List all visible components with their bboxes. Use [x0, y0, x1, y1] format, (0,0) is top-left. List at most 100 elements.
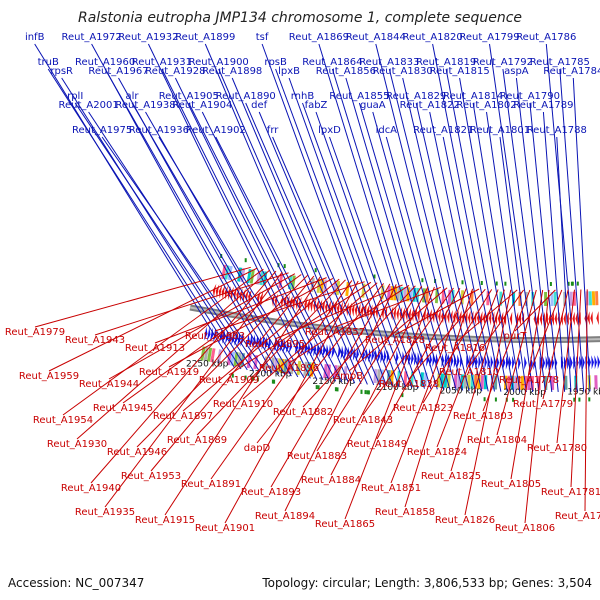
forward-gene-arrow — [322, 343, 326, 358]
bottom-leader-line — [436, 289, 499, 448]
forward-gene-arrow — [444, 353, 448, 368]
reverse-cog-block — [569, 291, 573, 306]
top-gene-label: Reut_A1830 — [373, 66, 433, 77]
reverse-gene-arrow — [351, 302, 355, 317]
reverse-gene-arrow — [575, 311, 578, 326]
top-gene-label: fabZ — [305, 100, 328, 111]
forward-gene-arrow — [496, 355, 500, 370]
top-gene-label: Reut_A1855 — [329, 91, 389, 102]
top-gene-label: Reut_A1788 — [527, 125, 587, 136]
top-leader-line — [161, 68, 318, 380]
top-gene-label: tsf — [256, 32, 269, 43]
top-gene-label: Reut_A1856 — [316, 66, 376, 77]
top-leader-line — [358, 102, 445, 390]
kbp-ticks: 2250 kbp 2200 kbp 2150 kbp 2100 kbp 2050 kbp… — [186, 360, 600, 398]
top-gene-label: Reut_A1833 — [359, 57, 419, 68]
forward-gene-arrow — [294, 340, 299, 355]
forward-cog-block — [494, 375, 498, 390]
bottom-gene-label: Reut_A1944 — [79, 379, 139, 390]
reverse-gene-arrow — [554, 311, 557, 326]
bottom-leader-line — [302, 285, 416, 408]
bottom-leader-line — [270, 283, 391, 488]
bottom-gene-label: Reut_A1903 — [185, 331, 245, 342]
bottom-leader-line — [62, 268, 264, 416]
reverse-cog-block — [396, 286, 401, 301]
bottom-gene-label: Reut_A1849 — [347, 439, 407, 450]
bottom-leader-line — [584, 289, 588, 512]
bottom-gene-label: purT — [504, 331, 528, 342]
forward-gene-arrow — [518, 355, 521, 370]
forward-gene-arrow — [307, 342, 311, 356]
forward-gene-arrow — [591, 355, 594, 370]
top-gene-label: Reut_A1802 — [456, 100, 516, 111]
reverse-gene-arrow — [500, 311, 504, 326]
forward-gene-arrow — [484, 355, 487, 370]
forward-gene-arrow — [383, 349, 387, 364]
reverse-gene-arrow — [408, 307, 412, 322]
bottom-leader-line — [556, 289, 575, 444]
reverse-gene-arrow — [336, 301, 340, 316]
bottom-gene-label: Reut_A1930 — [47, 439, 107, 450]
top-gene-label: Reut_A1928 — [145, 66, 205, 77]
forward-cog-block — [403, 371, 408, 386]
forward-gene-arrow — [313, 342, 317, 357]
rna-mark — [256, 377, 259, 382]
reverse-cog-block — [550, 292, 554, 306]
top-leader-line — [542, 111, 566, 392]
top-gene-label: frr — [267, 125, 279, 136]
forward-gene-arrow — [539, 356, 542, 370]
top-gene-label: infB — [25, 32, 45, 43]
top-gene-label: truB — [38, 57, 59, 68]
bottom-gene-label: Reut_A1826 — [435, 515, 495, 526]
top-gene-label: lpxD — [318, 125, 341, 136]
top-leader-line — [147, 43, 311, 379]
reverse-gene-arrow — [328, 300, 332, 315]
top-gene-label: Reut_A1789 — [513, 100, 573, 111]
top-leader-line — [559, 68, 585, 392]
forward-gene-arrow — [252, 334, 256, 349]
forward-gene-arrow — [456, 354, 460, 369]
top-leader-line — [288, 77, 400, 388]
forward-gene-arrow — [349, 346, 353, 361]
bottom-gene-label: Reut_A1810 — [439, 367, 499, 378]
bottom-gene-label: Reut_A1910 — [213, 399, 273, 410]
top-leader-line — [402, 77, 476, 392]
forward-gene-arrow — [466, 354, 469, 369]
top-gene-label: Reut_A1899 — [175, 32, 235, 43]
bottom-gene-label: dapD — [244, 443, 271, 454]
reverse-gene-arrow — [539, 312, 542, 326]
rna-mark — [576, 281, 579, 286]
bottom-leader-line — [214, 281, 365, 332]
bottom-leader-line — [450, 289, 505, 472]
rna-mark — [273, 379, 276, 384]
bottom-leader-line — [422, 289, 493, 404]
forward-cog-block — [527, 376, 531, 390]
forward-cog-block — [206, 347, 213, 362]
top-gene-label: Reut_A1814 — [443, 91, 503, 102]
reverse-cog-block — [544, 292, 547, 306]
top-leader-line — [459, 77, 515, 392]
reverse-gene-arrow — [259, 291, 264, 306]
bottom-leader-line — [394, 288, 480, 336]
forward-gene-arrow — [325, 344, 329, 358]
forward-cog-block — [210, 348, 216, 363]
bottom-gene-label: Reut_A1828 — [365, 335, 425, 346]
forward-gene-arrow — [285, 339, 290, 354]
top-leader-line — [258, 111, 375, 386]
rna-mark — [244, 375, 247, 380]
top-gene-label: ldcA — [376, 125, 398, 136]
top-leader-line — [489, 43, 540, 393]
rna-mark — [373, 274, 376, 279]
reverse-cog-block — [278, 273, 284, 288]
gene-labels: infBtruBrpsRrplIReut_A2001Reut_A1975Reut… — [5, 32, 600, 534]
top-leader-line — [345, 77, 438, 390]
bottom-leader-line — [168, 277, 334, 368]
bottom-gene-label: Reut_A1857 — [305, 327, 365, 338]
bottom-leader-line — [284, 284, 397, 512]
top-gene-label: alr — [125, 91, 139, 102]
forward-gene-arrow — [304, 341, 308, 356]
reverse-cog-block — [237, 267, 243, 282]
bottom-gene-label: Reut_A1945 — [93, 403, 153, 414]
bottom-gene-label: Reut_A1943 — [65, 335, 125, 346]
top-leader-line — [88, 111, 261, 373]
